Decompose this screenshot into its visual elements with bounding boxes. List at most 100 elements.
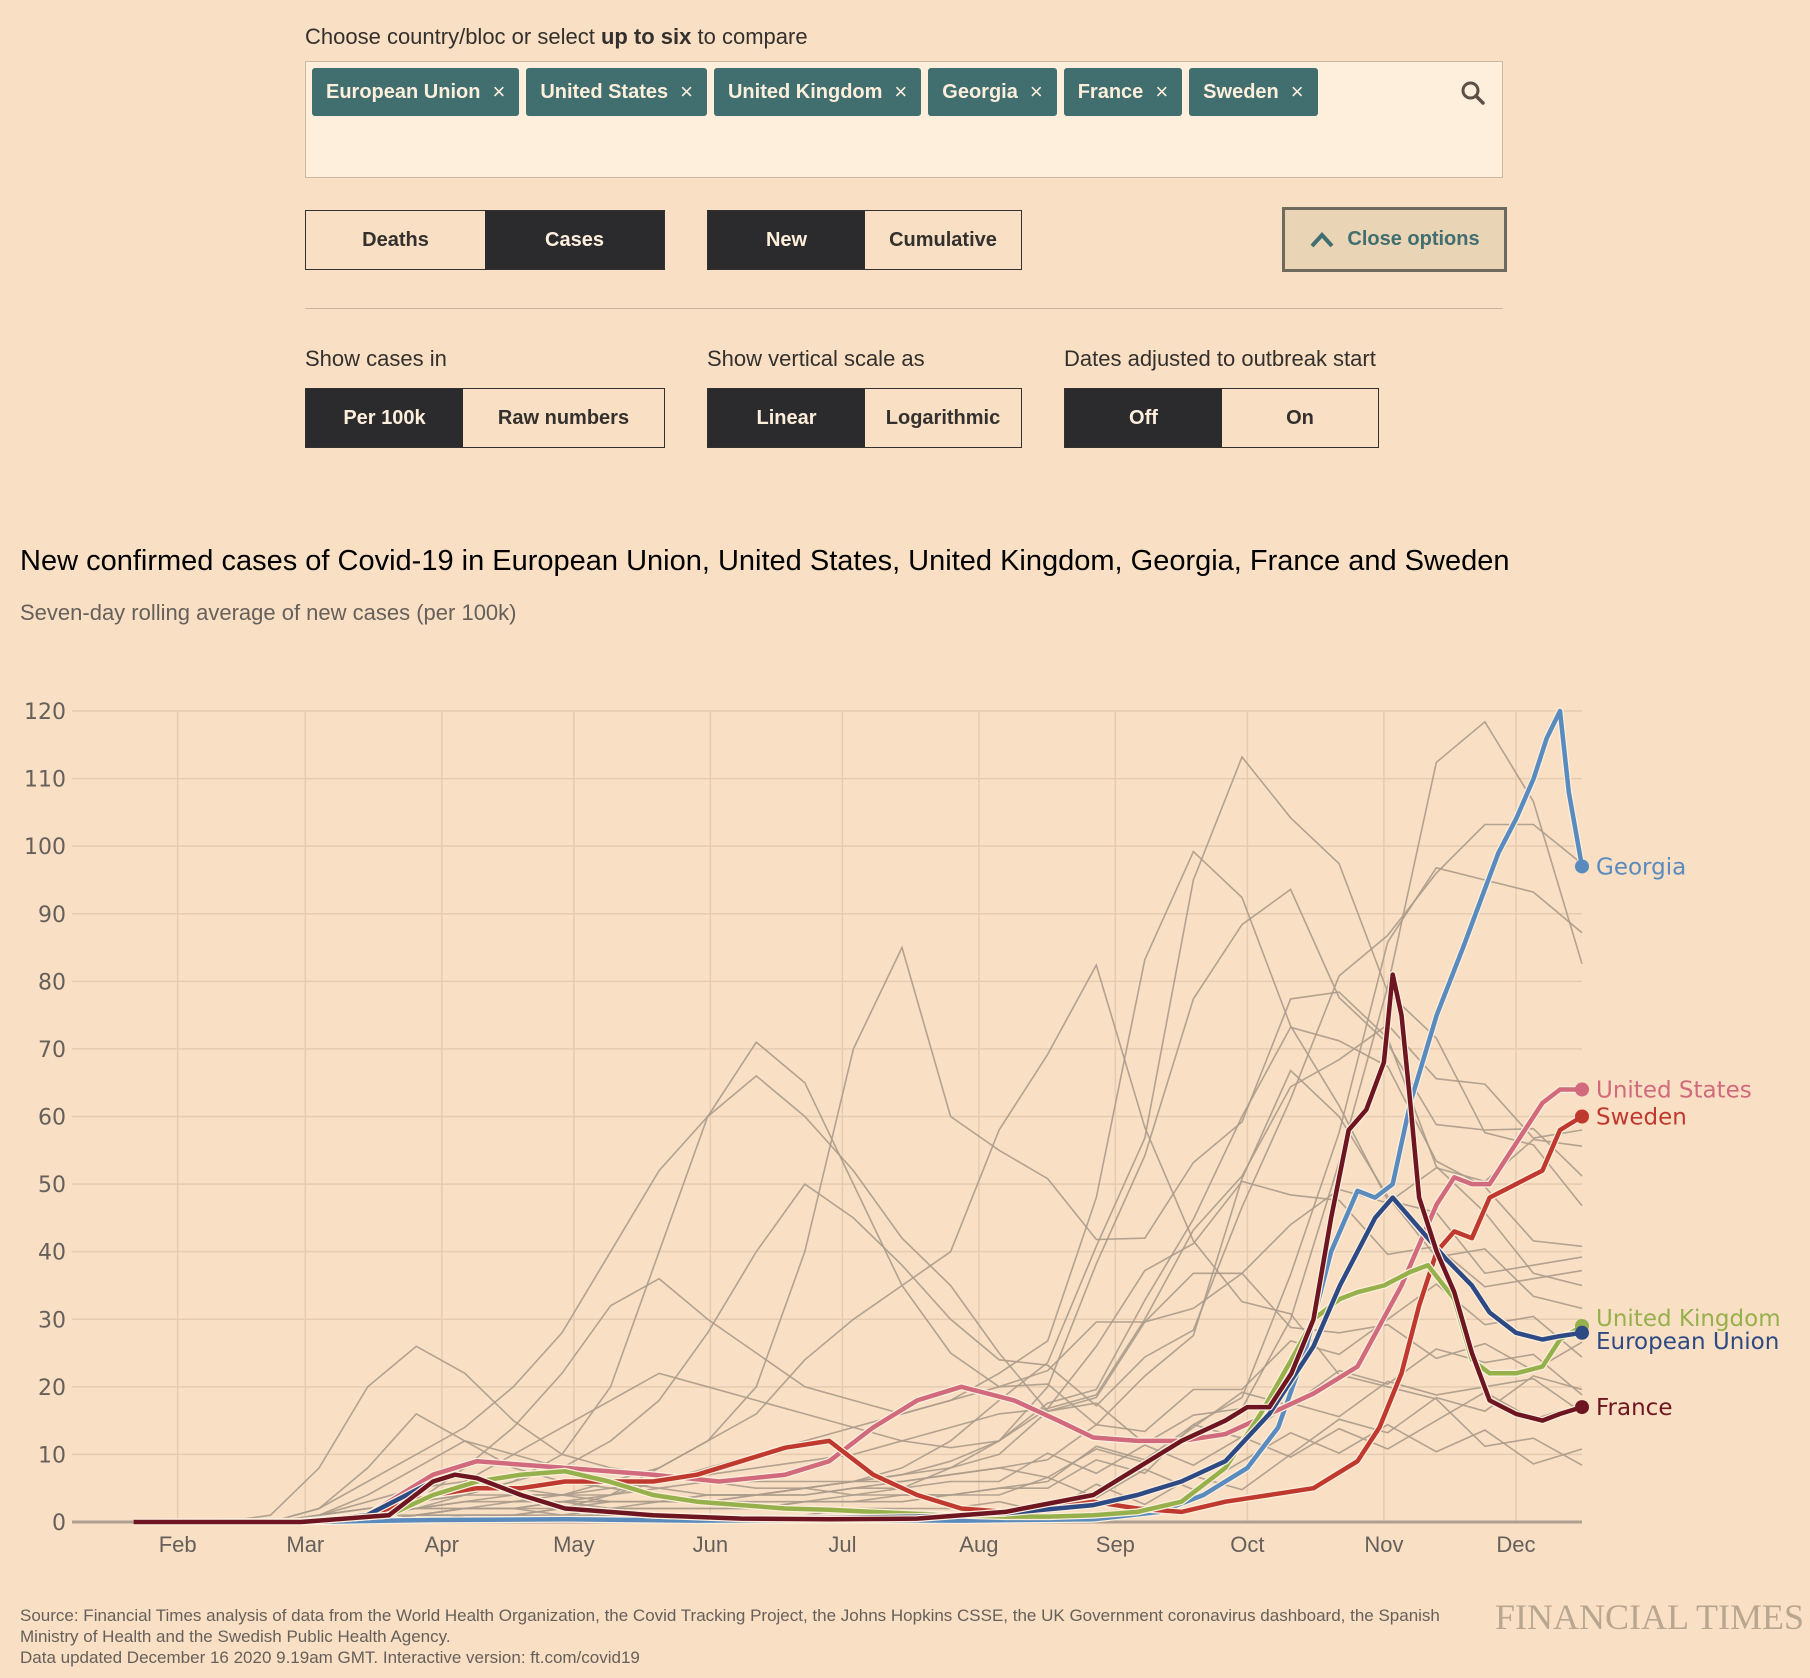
country-chip-label: European Union: [326, 80, 481, 103]
background-series-line: [124, 1272, 1583, 1523]
compare-prompt: Choose country/bloc or select up to six …: [305, 24, 808, 50]
series-end-dot: [1575, 1325, 1589, 1340]
background-series-line: [124, 1348, 1583, 1523]
search-icon[interactable]: [1460, 80, 1486, 106]
x-tick-label: Sep: [1096, 1532, 1135, 1557]
mode-cumulative-button[interactable]: Cumulative: [889, 228, 997, 251]
country-chip[interactable]: Sweden ×: [1189, 68, 1318, 116]
y-tick-label: 20: [38, 1376, 66, 1401]
mode-toggle: New Cumulative: [707, 210, 1022, 270]
remove-chip-icon[interactable]: ×: [492, 79, 506, 104]
y-tick-label: 100: [24, 835, 66, 860]
background-series-line: [124, 755, 1583, 1523]
series-end-label: Georgia: [1596, 854, 1686, 880]
remove-chip-icon[interactable]: ×: [680, 79, 693, 104]
updated-text: Data updated December 16 2020 9.19am GMT…: [20, 1648, 640, 1667]
dates-adjusted-off-button[interactable]: Off: [1065, 389, 1222, 447]
country-chip-label: United Kingdom: [727, 80, 883, 103]
series-end-dot: [1575, 1400, 1589, 1415]
series-line-united-kingdom: [133, 1262, 1584, 1525]
metric-deaths-button[interactable]: Deaths: [362, 228, 429, 251]
axes: 0 10 20 30 40 50 60 70 80 90 100 110 120 Feb Mar Apr May…: [24, 700, 1536, 1557]
highlighted-series: [133, 707, 1586, 1526]
metric-toggle: Deaths Cases: [305, 210, 665, 270]
units-toggle: Per 100k Raw numbers: [305, 388, 665, 448]
series-halo: [133, 1261, 1584, 1526]
background-series-line: [124, 850, 1583, 1523]
series-end-dot: [1575, 859, 1589, 874]
x-tick-label: May: [553, 1532, 595, 1557]
source-text: Source: Financial Times analysis of data…: [20, 1606, 1440, 1646]
chevron-up-icon: [1310, 231, 1334, 247]
series-end-label: France: [1596, 1395, 1672, 1421]
background-series-line: [124, 720, 1583, 1523]
y-tick-label: 70: [38, 1038, 66, 1063]
remove-chip-icon[interactable]: ×: [1155, 79, 1169, 104]
show-cases-in-label: Show cases in: [305, 346, 447, 371]
country-picker[interactable]: European Union × United States × United King…: [305, 61, 1503, 178]
grid: [72, 710, 1582, 1523]
raw-numbers-button[interactable]: Raw numbers: [497, 406, 630, 429]
series-end-label: United Kingdom: [1596, 1306, 1781, 1332]
source-note: Source: Financial Times analysis of data…: [20, 1605, 1480, 1668]
country-chip[interactable]: United States ×: [526, 68, 707, 116]
x-tick-label: Dec: [1496, 1532, 1535, 1557]
chart-subtitle: Seven-day rolling average of new cases (…: [20, 600, 517, 625]
ft-logo: FINANCIAL TIMES: [1495, 1597, 1805, 1637]
per-100k-button[interactable]: Per 100k: [306, 389, 463, 447]
prompt-text-end: to compare: [691, 24, 808, 49]
country-chip[interactable]: Georgia ×: [928, 68, 1057, 116]
background-series-line: [124, 1138, 1583, 1523]
country-chip-label: Georgia: [942, 80, 1018, 103]
chart-title: New confirmed cases of Covid-19 in Europ…: [20, 545, 1510, 577]
linear-button[interactable]: Linear: [708, 389, 865, 447]
series-end-label: European Union: [1596, 1329, 1779, 1355]
series-end-label: Sweden: [1596, 1105, 1687, 1131]
x-tick-label: Oct: [1230, 1532, 1264, 1557]
x-tick-label: Jul: [828, 1532, 856, 1557]
logarithmic-button[interactable]: Logarithmic: [885, 406, 1001, 429]
remove-chip-icon[interactable]: ×: [1029, 79, 1043, 104]
country-chip[interactable]: France ×: [1063, 68, 1183, 116]
close-options-label: Close options: [1347, 228, 1480, 250]
close-options-button[interactable]: Close options: [1282, 207, 1507, 272]
y-tick-label: 60: [38, 1106, 66, 1131]
metric-cases-button[interactable]: Cases: [485, 211, 664, 269]
country-chip-label: Sweden: [1203, 80, 1279, 103]
selected-countries: European Union × United States × United King…: [312, 68, 1318, 116]
prompt-text: Choose country/bloc or select: [305, 24, 601, 49]
y-tick-label: 10: [38, 1443, 66, 1468]
y-tick-label: 90: [38, 903, 66, 928]
x-tick-label: Apr: [425, 1532, 459, 1557]
country-chip-label: France: [1077, 80, 1144, 103]
scale-toggle: Linear Logarithmic: [707, 388, 1022, 448]
vertical-scale-label: Show vertical scale as: [707, 346, 925, 371]
series-end-dot: [1575, 1109, 1589, 1124]
mode-new-button[interactable]: New: [708, 211, 865, 269]
y-tick-label: 120: [24, 700, 66, 725]
x-tick-label: Mar: [286, 1532, 324, 1557]
series-line-united-states: [133, 1087, 1582, 1525]
remove-chip-icon[interactable]: ×: [894, 79, 908, 104]
prompt-emphasis: up to six: [600, 24, 692, 49]
y-tick-label: 30: [38, 1308, 66, 1333]
x-tick-label: Nov: [1364, 1532, 1403, 1557]
y-tick-label: 0: [52, 1511, 66, 1536]
series-line-france: [133, 972, 1583, 1525]
y-tick-label: 40: [38, 1241, 66, 1266]
options-divider: [305, 308, 1503, 309]
x-tick-label: Aug: [959, 1532, 998, 1557]
dates-adjusted-toggle: Off On: [1064, 388, 1379, 448]
background-series-line: [124, 888, 1583, 1523]
country-chip-label: United States: [540, 80, 669, 103]
x-tick-label: Feb: [159, 1532, 197, 1557]
country-chip[interactable]: United Kingdom ×: [713, 68, 922, 116]
y-tick-label: 80: [38, 970, 66, 995]
dates-adjusted-on-button[interactable]: On: [1286, 406, 1314, 429]
x-tick-label: Jun: [693, 1532, 728, 1557]
country-chip[interactable]: European Union ×: [312, 68, 520, 116]
y-tick-label: 110: [24, 768, 66, 793]
remove-chip-icon[interactable]: ×: [1290, 79, 1304, 104]
